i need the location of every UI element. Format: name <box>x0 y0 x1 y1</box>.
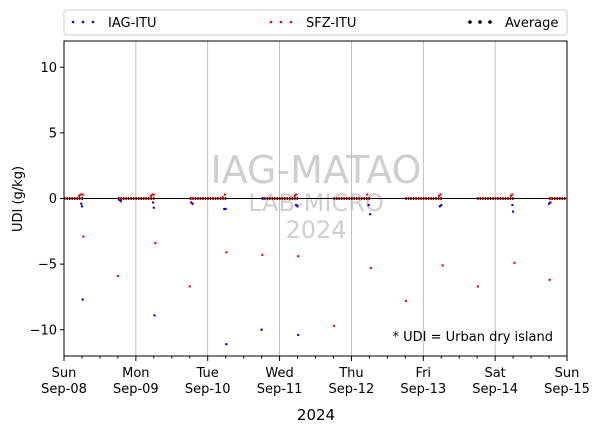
legend-label-sfz-itu: SFZ-ITU <box>306 16 356 31</box>
x-axis-ticks: SunSep-08MonSep-09TueSep-10WedSep-11ThuS… <box>41 356 590 397</box>
data-point <box>81 298 84 301</box>
y-tick-label: 0 <box>49 192 57 207</box>
x-tick-day-label: Sun <box>52 366 77 381</box>
data-point <box>153 314 156 317</box>
x-tick-day-label: Fri <box>416 366 432 381</box>
y-tick-label: 5 <box>49 126 57 141</box>
data-point <box>151 201 155 204</box>
x-tick-date-label: Sep-09 <box>113 382 159 397</box>
data-point <box>332 324 336 328</box>
data-point <box>80 202 83 205</box>
watermark-line2: LAB-MICRO <box>248 189 384 217</box>
data-point <box>369 266 373 270</box>
data-point <box>297 255 300 258</box>
y-tick-label: −10 <box>30 323 57 338</box>
data-point <box>549 201 552 204</box>
y-axis-label: UDI (g/kg) <box>11 166 26 232</box>
data-point <box>116 274 120 278</box>
data-point <box>296 205 299 208</box>
x-tick-date-label: Sep-13 <box>400 382 446 397</box>
watermark: IAG-MATAO LAB-MICRO 2024 <box>210 148 421 244</box>
data-point <box>152 193 156 196</box>
data-point <box>367 203 370 207</box>
y-axis-ticks: −10 −5 0 5 10 <box>30 61 64 338</box>
x-tick-date-label: Sep-11 <box>257 382 303 397</box>
legend-entry-sfz-itu: SFZ-ITU <box>269 16 356 31</box>
x-tick-date-label: Sep-08 <box>41 382 87 397</box>
data-point <box>511 210 515 213</box>
data-point <box>548 278 551 282</box>
data-point <box>224 207 227 211</box>
data-point <box>294 193 298 196</box>
data-point <box>404 299 408 303</box>
data-point <box>154 241 157 245</box>
x-tick-day-label: Tue <box>196 366 219 381</box>
data-point <box>225 251 228 254</box>
data-point <box>511 203 514 207</box>
data-point <box>191 202 194 205</box>
data-point <box>439 193 442 196</box>
data-point <box>261 197 265 200</box>
data-point <box>80 205 84 208</box>
x-tick-date-label: Sep-10 <box>185 382 231 397</box>
data-point <box>513 261 516 265</box>
data-points <box>77 193 553 346</box>
data-point <box>82 235 85 238</box>
data-point <box>188 285 191 288</box>
x-axis-label: 2024 <box>297 406 335 424</box>
data-point <box>221 195 225 199</box>
y-tick-label: −5 <box>38 258 57 273</box>
data-point <box>476 285 480 288</box>
chart-annotation: * UDI = Urban dry island <box>393 330 553 345</box>
legend-label-iag-itu: IAG-ITU <box>108 16 157 31</box>
data-point <box>119 199 122 203</box>
legend-entry-average: Average <box>468 16 558 31</box>
x-tick-day-label: Sun <box>555 366 580 381</box>
data-point <box>260 328 263 331</box>
y-tick-label: 10 <box>40 61 57 76</box>
legend-label-average: Average <box>505 16 558 31</box>
data-point <box>511 193 514 196</box>
legend-entry-iag-itu: IAG-ITU <box>71 16 157 31</box>
data-point <box>441 264 444 267</box>
data-point <box>81 193 84 196</box>
x-tick-day-label: Mon <box>122 366 149 381</box>
x-tick-day-label: Sat <box>484 366 505 381</box>
data-point <box>118 197 121 200</box>
data-point <box>368 213 372 216</box>
x-tick-date-label: Sep-12 <box>329 382 375 397</box>
legend-box <box>63 9 568 36</box>
x-tick-day-label: Wed <box>265 366 293 381</box>
data-point <box>261 253 264 257</box>
x-tick-date-label: Sep-14 <box>472 382 518 397</box>
data-point <box>152 206 156 209</box>
data-point <box>79 193 82 196</box>
data-point <box>189 197 193 200</box>
data-point <box>549 197 553 200</box>
data-point <box>297 333 300 337</box>
data-point <box>440 203 443 207</box>
data-point <box>366 193 369 196</box>
x-tick-date-label: Sep-15 <box>544 382 590 397</box>
watermark-line1: IAG-MATAO <box>210 148 421 192</box>
watermark-line3: 2024 <box>285 216 346 244</box>
data-point <box>225 342 228 346</box>
data-point <box>223 193 227 196</box>
legend: IAG-ITU SFZ-ITU Average <box>63 9 568 36</box>
x-tick-day-label: Thu <box>338 366 363 381</box>
